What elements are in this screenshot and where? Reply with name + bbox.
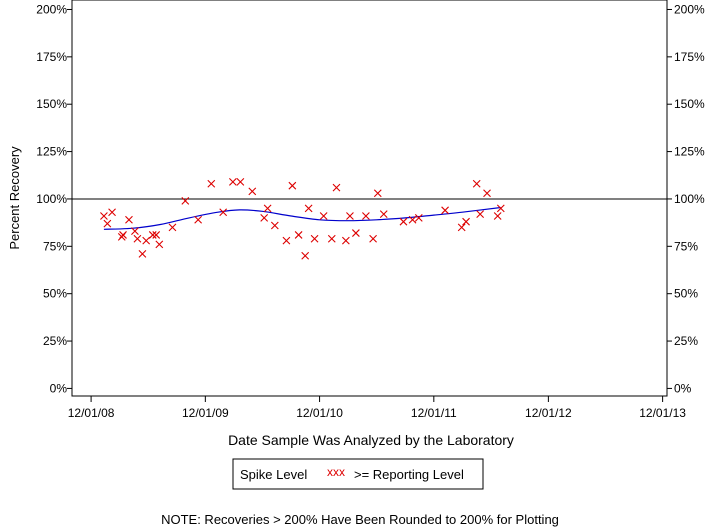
y-tick-label-left: 0% (50, 381, 68, 395)
data-point (457, 223, 466, 232)
data-point (399, 217, 408, 226)
data-point (294, 231, 303, 239)
data-point (327, 234, 336, 243)
data-point (351, 229, 360, 237)
data-point (493, 212, 502, 220)
data-point (133, 234, 142, 243)
data-point (496, 204, 505, 213)
trend-line (103, 206, 501, 230)
data-point (142, 236, 151, 245)
x-tick-label: 12/01/11 (411, 406, 457, 420)
y-axis-right: 0% 25% 50% 75% 100% 125% 150% 175% 200% (667, 2, 705, 395)
data-point (181, 196, 190, 205)
y-tick-label-left: 150% (36, 97, 67, 111)
data-point (462, 217, 470, 226)
y-tick-label-right: 100% (674, 192, 705, 206)
y-tick-label-left: 175% (36, 50, 67, 64)
data-point (408, 215, 417, 224)
data-point (476, 210, 485, 218)
data-point (236, 178, 245, 186)
data-point (332, 183, 341, 192)
data-point (194, 215, 203, 224)
data-point (319, 212, 328, 220)
data-point (270, 221, 279, 230)
y-tick-label-right: 50% (674, 287, 698, 301)
y-tick-label-right: 175% (674, 50, 705, 64)
data-point (414, 214, 423, 222)
data-point (119, 231, 127, 239)
x-tick-label: 12/01/13 (639, 406, 686, 420)
data-point (168, 223, 177, 232)
data-point (152, 231, 161, 239)
y-tick-label-right: 0% (674, 381, 692, 395)
data-point (362, 212, 370, 220)
data-point (282, 236, 291, 245)
data-point (100, 212, 108, 220)
plot-frame (71, 0, 668, 397)
data-point (131, 227, 139, 236)
y-axis-label: Percent Recovery (7, 146, 22, 250)
data-point (138, 250, 147, 258)
data-point (373, 189, 382, 198)
data-point (148, 231, 157, 239)
data-point (441, 206, 449, 215)
data-point (288, 181, 297, 190)
data-point (248, 187, 257, 196)
y-tick-label-right: 75% (674, 239, 698, 253)
y-tick-label-right: 125% (674, 145, 705, 159)
data-point (108, 208, 116, 217)
data-point (379, 210, 388, 218)
data-point (260, 214, 269, 222)
data-point (228, 178, 237, 186)
data-points (100, 178, 505, 260)
data-point (304, 204, 313, 213)
data-point (346, 212, 354, 220)
x-tick-label: 12/01/08 (68, 406, 115, 420)
data-point (103, 219, 112, 228)
data-point (369, 234, 377, 243)
y-tick-label-left: 25% (43, 334, 67, 348)
x-axis-label: Date Sample Was Analyzed by the Laborato… (228, 432, 514, 448)
data-point (219, 208, 228, 217)
x-tick-label: 12/01/12 (525, 406, 572, 420)
legend-title: Spike Level (240, 467, 307, 482)
data-point (301, 251, 310, 260)
data-point (125, 215, 133, 224)
data-point (483, 189, 491, 198)
data-point (310, 234, 319, 243)
y-tick-label-left: 50% (43, 287, 67, 301)
x-tick-label: 12/01/09 (182, 406, 229, 420)
legend-box (232, 458, 484, 490)
y-tick-label-left: 200% (36, 2, 67, 16)
footnote: NOTE: Recoveries > 200% Have Been Rounde… (161, 512, 559, 527)
legend: Spike Level xxx >= Reporting Level (232, 458, 484, 490)
x-tick-label: 12/01/10 (296, 406, 343, 420)
y-axis-left: 0% 25% 50% 75% 100% 125% 150% 175% 200% (36, 2, 72, 395)
y-tick-label-left: 75% (43, 239, 67, 253)
y-tick-label-left: 100% (36, 192, 67, 206)
data-point (207, 179, 216, 188)
legend-entry: >= Reporting Level (354, 467, 464, 482)
data-point (472, 179, 481, 188)
y-tick-label-right: 25% (674, 334, 698, 348)
legend-marker: xxx (327, 465, 345, 479)
data-point (155, 240, 164, 249)
y-tick-label-left: 125% (36, 145, 67, 159)
x-axis: 12/01/08 12/01/09 12/01/10 12/01/11 12/01/12… (68, 396, 686, 420)
data-point (263, 204, 272, 213)
y-tick-label-right: 150% (674, 97, 705, 111)
data-point (341, 236, 350, 245)
y-tick-label-right: 200% (674, 2, 705, 16)
